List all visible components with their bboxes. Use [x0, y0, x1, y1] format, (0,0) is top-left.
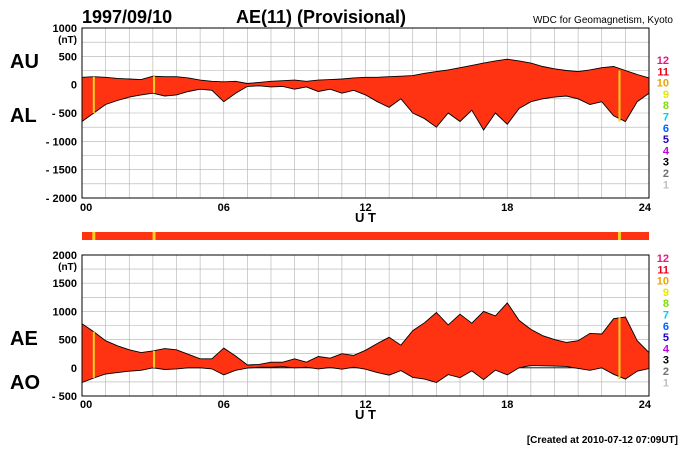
y-tick-label: 0	[71, 80, 77, 92]
x-tick-label: 00	[80, 399, 92, 411]
y-tick-label: 1000	[53, 306, 77, 318]
y-tick-label: 1000	[53, 23, 77, 35]
au-al-panel: 1000 500 0 - 500 - 1000 - 1500 - 2000 (nT) 00 06 1…	[10, 23, 670, 225]
legend-level-label: 9	[663, 89, 669, 101]
plot-frame	[81, 254, 650, 397]
series-line-al	[81, 85, 650, 131]
legend-level-label: 9	[663, 287, 669, 299]
legend-level-label: 4	[663, 145, 670, 157]
x-tick-label: 00	[80, 202, 92, 214]
x-tick-label: 18	[501, 202, 513, 214]
data-source: WDC for Geomagnetism, Kyoto	[533, 15, 673, 26]
y-tick-label: - 2000	[46, 193, 77, 205]
x-tick-label: 06	[218, 399, 230, 411]
activity-bar-stripe	[152, 232, 156, 240]
y-axis-label: (nT)	[58, 35, 77, 46]
legend-level-label: 7	[663, 310, 669, 322]
y-axis-label: (nT)	[58, 262, 77, 273]
series-side-label: AL	[10, 105, 37, 127]
legend-level-label: 10	[657, 276, 669, 288]
series-side-label: AE	[10, 328, 38, 350]
x-axis-label: U T	[355, 407, 376, 422]
legend-level-label: 6	[663, 321, 669, 333]
legend-level-label: 3	[663, 157, 669, 169]
y-tick-label: 2000	[53, 250, 77, 262]
y-tick-label: - 1000	[46, 136, 77, 148]
series-line-ao	[81, 365, 650, 383]
y-tick-label: 0	[71, 363, 77, 375]
x-tick-label: 12	[359, 399, 371, 411]
series-side-label: AU	[10, 51, 39, 73]
y-tick-label: - 1500	[46, 165, 77, 177]
legend-level-label: 2	[663, 168, 669, 180]
legend-level-label: 11	[657, 264, 669, 276]
legend-level-label: 5	[663, 332, 669, 344]
legend-level-label: 4	[663, 343, 670, 355]
activity-bar-stripe	[617, 232, 621, 240]
y-tick-label: 500	[59, 335, 77, 347]
legend-level-label: 7	[663, 112, 669, 124]
activity-bar-stripe	[92, 232, 96, 240]
legend-level-label: 2	[663, 366, 669, 378]
legend-level-label: 8	[663, 100, 669, 112]
y-tick-label: 1500	[53, 278, 77, 290]
legend-level-label: 5	[663, 134, 669, 146]
x-axis-label: U T	[355, 210, 376, 225]
legend-level-label: 1	[663, 377, 669, 389]
plot-date: 1997/09/10	[82, 7, 172, 27]
series-band-area	[82, 302, 649, 383]
created-footer: [Created at 2010-07-12 07:09UT]	[527, 435, 678, 446]
plot-title: AE(11) (Provisional)	[236, 7, 406, 27]
series-side-label: AO	[10, 372, 40, 394]
activity-bar	[82, 232, 649, 240]
activity-bar-highlights	[92, 232, 621, 240]
x-tick-label: 06	[218, 202, 230, 214]
x-tick-label: 18	[501, 399, 513, 411]
legend-level-label: 12	[657, 253, 669, 265]
series-line-au	[81, 58, 650, 84]
legend-level-label: 12	[657, 55, 669, 67]
legend-level-label: 10	[657, 78, 669, 90]
legend-level-label: 6	[663, 123, 669, 135]
legend-level-label: 11	[657, 66, 669, 78]
y-tick-label: 500	[59, 51, 77, 63]
x-tick-label: 12	[359, 202, 371, 214]
plot-frame	[81, 27, 650, 199]
y-tick-label: - 500	[52, 391, 77, 403]
legend-level-label: 3	[663, 355, 669, 367]
x-tick-label: 24	[639, 399, 652, 411]
legend-level-label: 8	[663, 298, 669, 310]
series-line-ae	[81, 302, 650, 366]
y-tick-label: - 500	[52, 108, 77, 120]
x-tick-label: 24	[639, 202, 652, 214]
legend-level-label: 1	[663, 179, 669, 191]
